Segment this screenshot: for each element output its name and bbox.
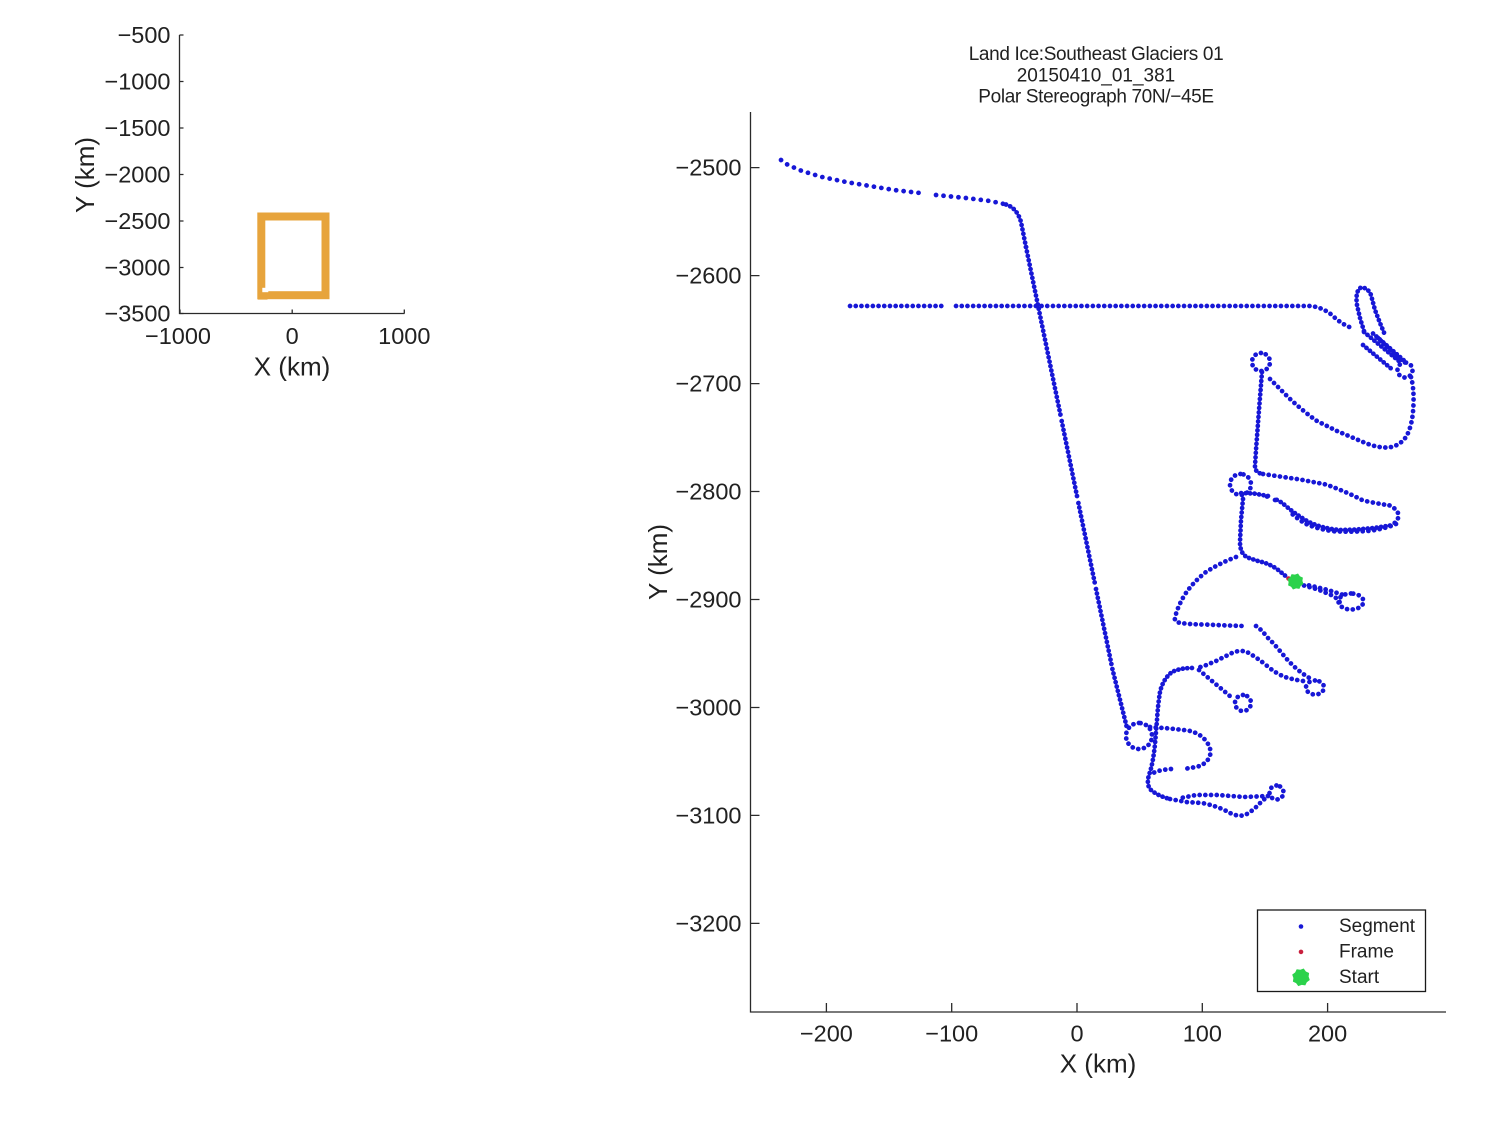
svg-text:20150410_01_381: 20150410_01_381 — [1017, 65, 1176, 86]
svg-text:−2500: −2500 — [104, 208, 170, 234]
svg-text:−2800: −2800 — [675, 479, 741, 505]
svg-text:−100: −100 — [925, 1021, 978, 1047]
svg-text:Start: Start — [1339, 967, 1380, 988]
svg-text:−3200: −3200 — [675, 910, 741, 936]
svg-text:−2500: −2500 — [675, 155, 741, 181]
svg-text:Y (km): Y (km) — [643, 524, 673, 600]
svg-text:−2600: −2600 — [675, 263, 741, 289]
svg-text:−1000: −1000 — [104, 69, 170, 95]
svg-text:−3500: −3500 — [104, 301, 170, 327]
svg-text:−2000: −2000 — [104, 162, 170, 188]
svg-text:−1000: −1000 — [145, 323, 211, 349]
svg-text:0: 0 — [1070, 1021, 1083, 1047]
svg-text:1000: 1000 — [378, 323, 430, 349]
svg-text:100: 100 — [1183, 1021, 1222, 1047]
svg-text:−2900: −2900 — [675, 587, 741, 613]
svg-text:−3000: −3000 — [675, 695, 741, 721]
svg-text:Segment: Segment — [1339, 916, 1416, 937]
svg-text:Y (km): Y (km) — [70, 137, 100, 213]
svg-text:−3000: −3000 — [104, 255, 170, 281]
svg-text:Frame: Frame — [1339, 941, 1394, 962]
svg-text:X (km): X (km) — [1060, 1049, 1137, 1079]
svg-text:200: 200 — [1308, 1021, 1347, 1047]
svg-text:0: 0 — [286, 323, 299, 349]
svg-text:−500: −500 — [118, 22, 171, 48]
svg-text:−1500: −1500 — [104, 115, 170, 141]
svg-text:−200: −200 — [800, 1021, 853, 1047]
svg-text:Land Ice:Southeast Glaciers 01: Land Ice:Southeast Glaciers 01 — [969, 44, 1224, 65]
svg-text:−3100: −3100 — [675, 802, 741, 828]
svg-text:X (km): X (km) — [254, 352, 331, 382]
svg-text:−2700: −2700 — [675, 371, 741, 397]
svg-text:Polar Stereograph 70N/−45E: Polar Stereograph 70N/−45E — [978, 87, 1213, 108]
